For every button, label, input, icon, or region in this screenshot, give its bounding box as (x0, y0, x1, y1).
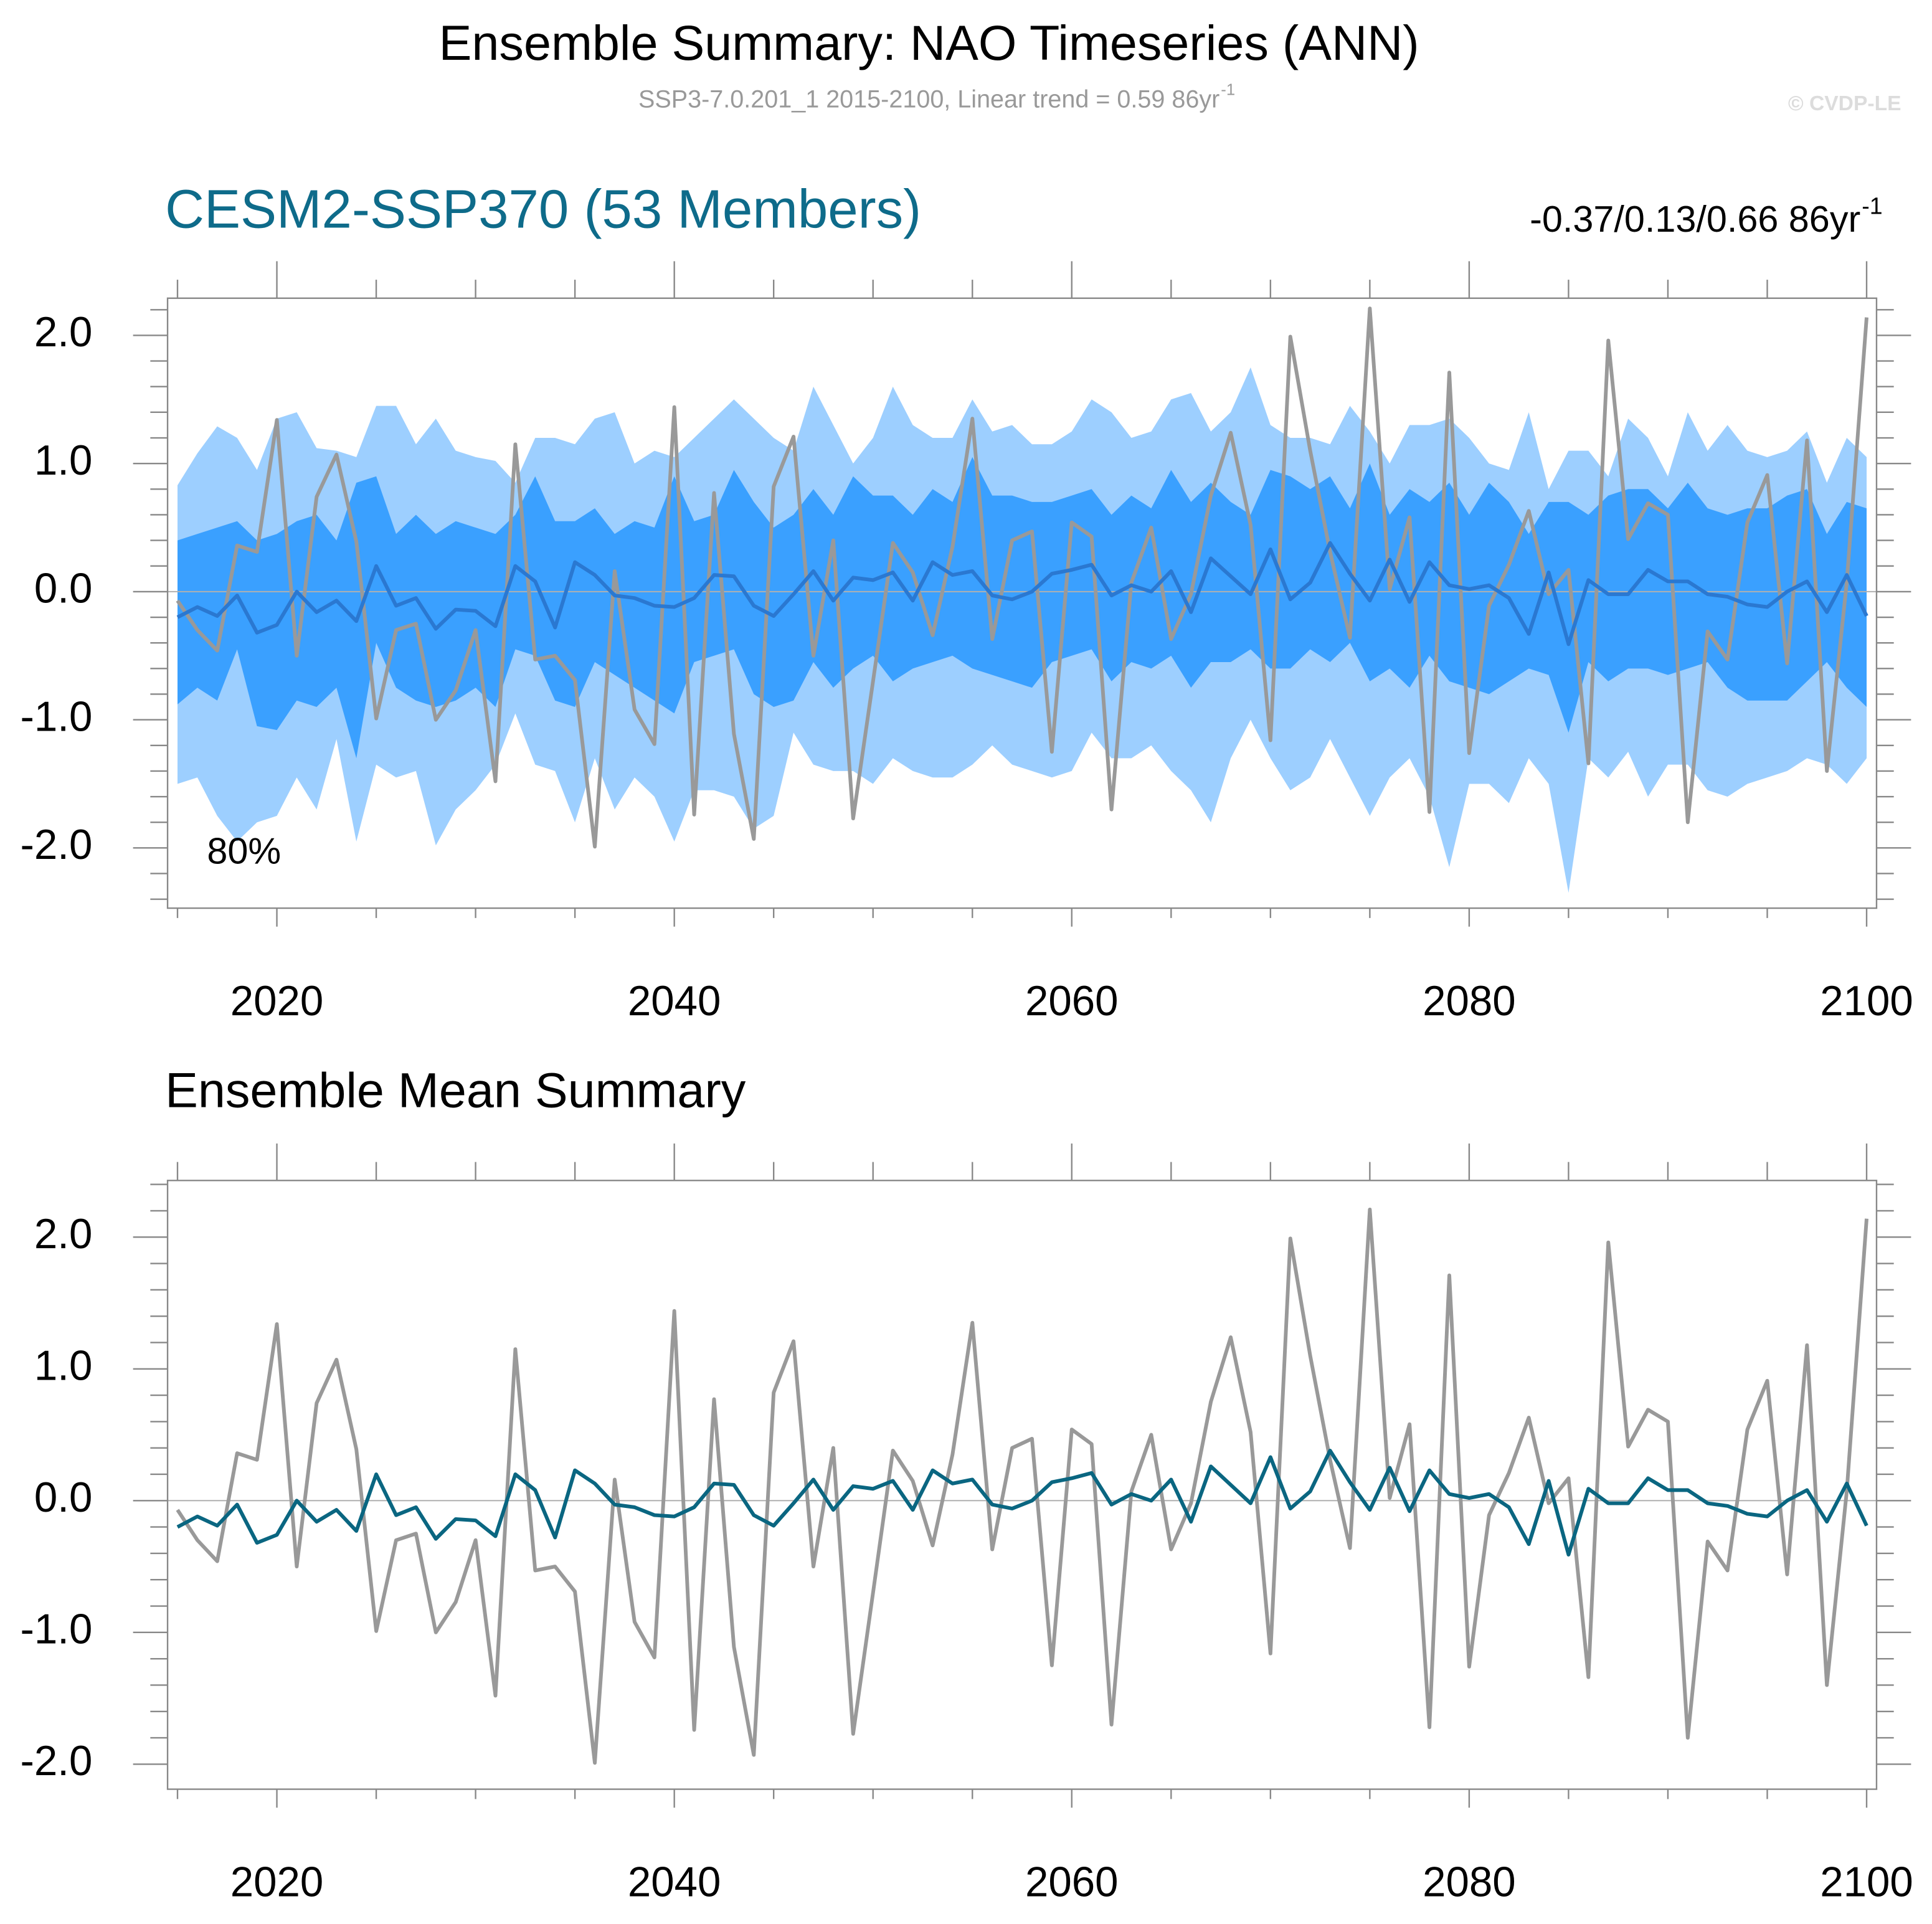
x-tick-label: 2040 (628, 978, 721, 1025)
trend-superscript: -1 (1862, 193, 1882, 219)
y-tick-label: 2.0 (34, 309, 92, 356)
y-tick-label: 0.0 (34, 566, 92, 612)
plot-frame (166, 297, 1878, 909)
series-line (176, 541, 1868, 647)
series-line (176, 1448, 1868, 1557)
panel-title: Ensemble Mean Summary (165, 1063, 746, 1118)
subtitle-superscript: -1 (1221, 81, 1235, 98)
x-tick-label: 2040 (628, 1859, 721, 1906)
x-tick-label: 2060 (1025, 1859, 1119, 1906)
series-line (176, 306, 1868, 849)
x-tick-label: 2080 (1423, 978, 1516, 1025)
x-tick-label: 2100 (1820, 1859, 1913, 1906)
series-line (176, 1207, 1868, 1765)
y-tick-label: 1.0 (34, 1343, 92, 1390)
y-tick-label: 2.0 (34, 1211, 92, 1258)
panel-title: CESM2-SSP370 (53 Members) (165, 179, 921, 239)
percentile-band (178, 457, 1867, 759)
x-tick-label: 2060 (1025, 978, 1119, 1025)
figure-subtitle: SSP3-7.0.201_1 2015-2100, Linear trend =… (638, 86, 1219, 113)
y-tick-label: -1.0 (20, 693, 92, 740)
y-tick-label: 1.0 (34, 437, 92, 484)
x-tick-label: 2100 (1820, 978, 1913, 1025)
x-tick-label: 2020 (230, 978, 324, 1025)
y-tick-label: 0.0 (34, 1474, 92, 1521)
copyright: © CVDP-LE (1788, 92, 1901, 115)
trend-annotation: -0.37/0.13/0.66 86yr (1530, 198, 1860, 240)
plot-frame (166, 1180, 1878, 1790)
x-tick-label: 2080 (1423, 1859, 1516, 1906)
y-tick-label: -2.0 (20, 1738, 92, 1784)
x-tick-label: 2020 (230, 1859, 324, 1906)
y-tick-label: -2.0 (20, 822, 92, 868)
figure-title: Ensemble Summary: NAO Timeseries (ANN) (439, 15, 1419, 70)
y-tick-label: -1.0 (20, 1606, 92, 1653)
band-label: 80% (207, 830, 281, 872)
